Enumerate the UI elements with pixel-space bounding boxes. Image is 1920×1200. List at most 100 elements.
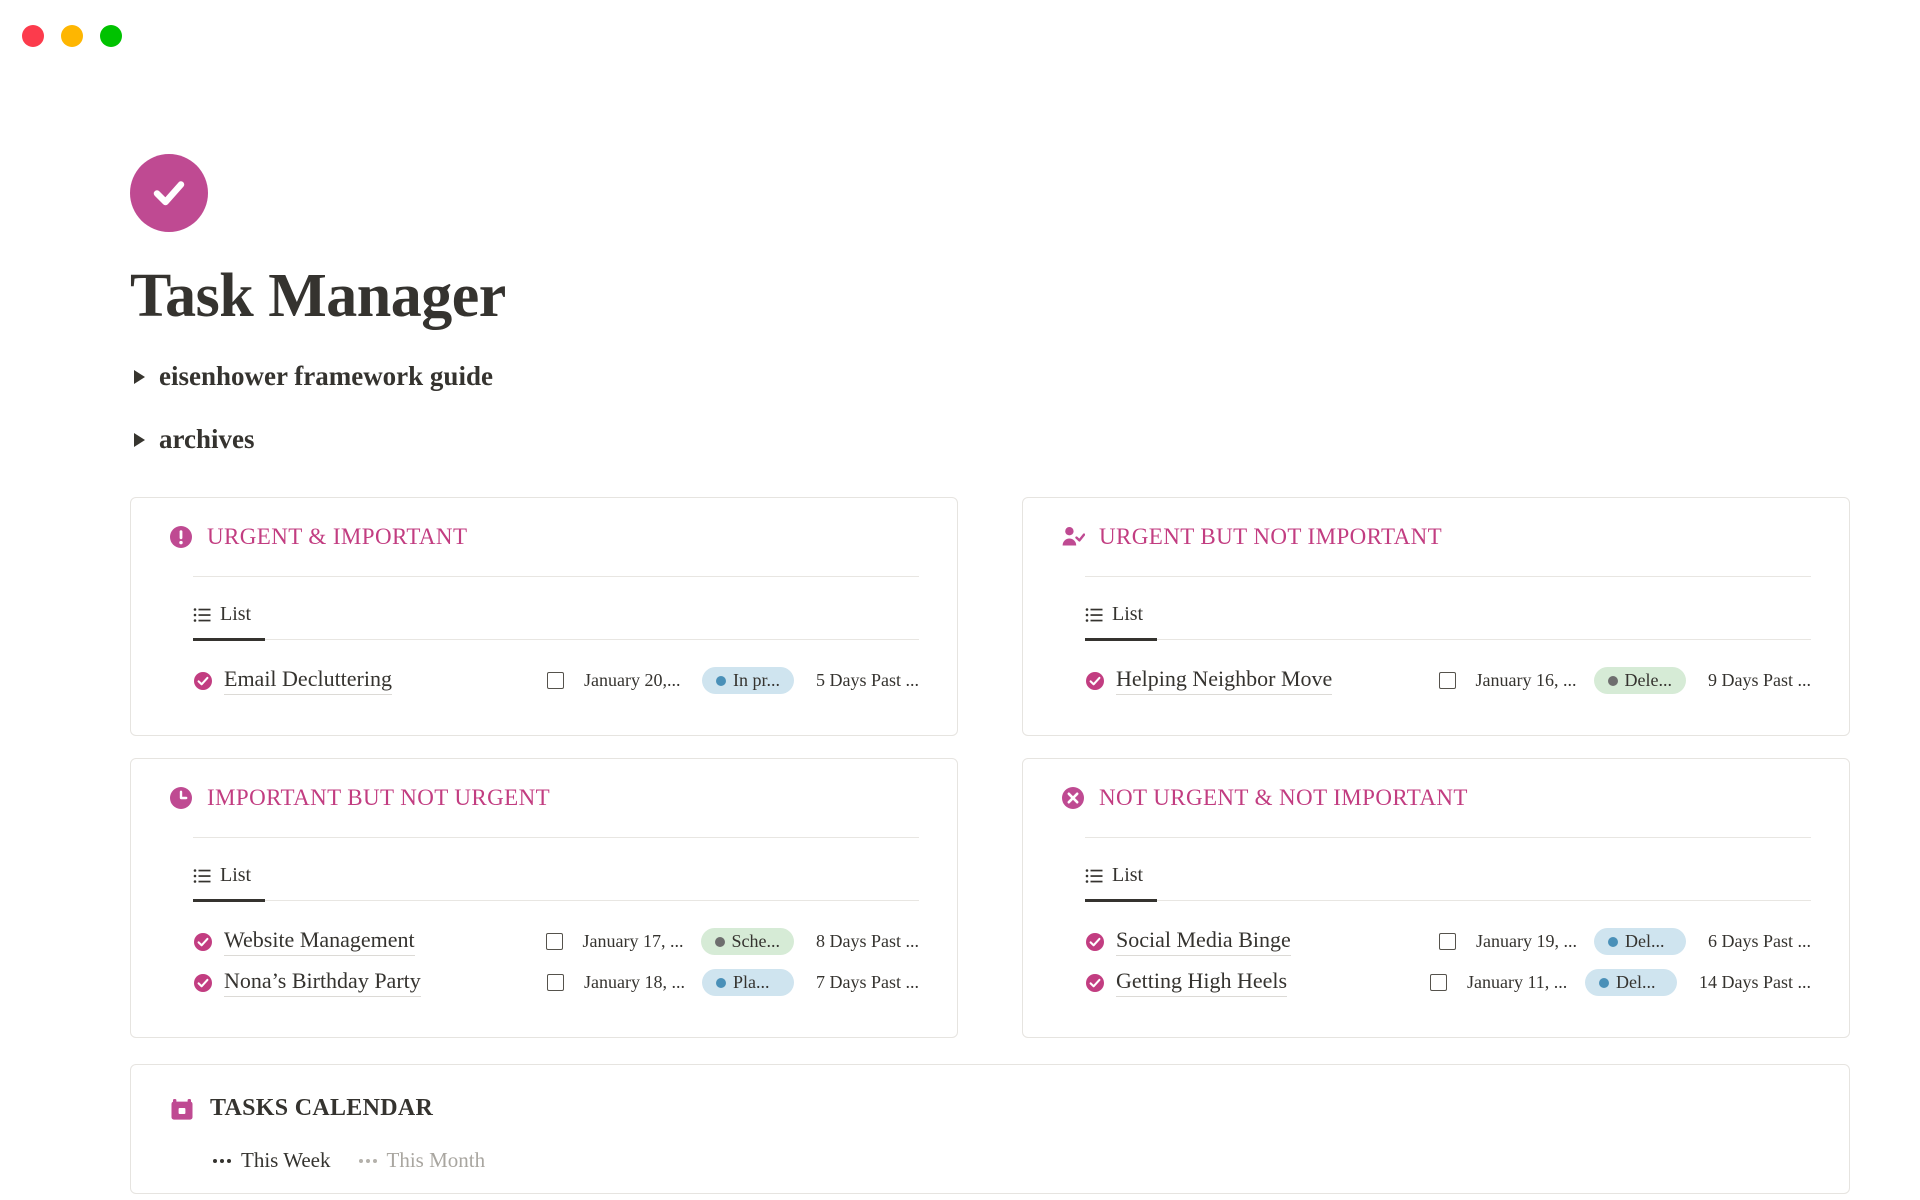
toggle-eisenhower-framework-guide[interactable]: eisenhower framework guide xyxy=(130,361,1850,392)
task-status-badge[interactable]: Del... xyxy=(1585,969,1677,997)
task-status-badge[interactable]: Sche... xyxy=(700,928,794,956)
task-list: Social Media Binge January 19, ... Del..… xyxy=(1085,921,1811,1003)
task-status-label: In pr... xyxy=(733,670,780,691)
toggle-label: eisenhower framework guide xyxy=(159,361,493,392)
tab-underline xyxy=(1085,899,1811,903)
task-checkbox[interactable] xyxy=(545,933,563,951)
task-date[interactable]: January 11, ... xyxy=(1467,972,1568,993)
calendar-tab-this-month[interactable]: This Month xyxy=(358,1148,485,1173)
clock-circle-icon xyxy=(169,786,193,810)
tab-label: List xyxy=(1112,603,1144,626)
task-done-icon[interactable] xyxy=(193,932,213,952)
calendar-tab-this-week[interactable]: This Week xyxy=(213,1148,331,1173)
task-title[interactable]: Getting High Heels xyxy=(1116,968,1288,998)
quadrant-card-urgent-important: URGENT & IMPORTANT List xyxy=(130,497,958,737)
task-checkbox[interactable] xyxy=(1430,974,1447,992)
task-row[interactable]: Email Decluttering January 20,... In pr.… xyxy=(193,660,919,701)
status-dot-icon xyxy=(1599,977,1609,988)
exclamation-circle-icon xyxy=(169,525,193,549)
quadrant-header: URGENT BUT NOT IMPORTANT xyxy=(1061,524,1811,550)
list-icon xyxy=(193,606,211,624)
quadrant-card-urgent-not-important: URGENT BUT NOT IMPORTANT List xyxy=(1022,497,1850,737)
task-meta: January 20,... In pr... 5 Days Past ... xyxy=(547,667,919,695)
calendar-icon xyxy=(169,1096,195,1122)
task-done-icon[interactable] xyxy=(1085,932,1105,952)
task-title[interactable]: Social Media Binge xyxy=(1116,927,1291,957)
task-date[interactable]: January 19, ... xyxy=(1476,931,1577,952)
person-check-icon xyxy=(1061,525,1086,549)
task-meta: January 17, ... Sche... 8 Days Past ... xyxy=(545,928,919,956)
tab-list[interactable]: List xyxy=(1085,603,1143,639)
window-close-button[interactable] xyxy=(22,25,44,47)
task-row[interactable]: Nona’s Birthday Party January 18, ... Pl… xyxy=(193,962,919,1003)
window-maximize-button[interactable] xyxy=(100,25,122,47)
task-checkbox[interactable] xyxy=(547,672,564,690)
quadrant-title: NOT URGENT & NOT IMPORTANT xyxy=(1099,785,1468,811)
list-icon xyxy=(1085,867,1103,885)
tab-list[interactable]: List xyxy=(193,864,251,900)
status-dot-icon xyxy=(716,977,726,988)
status-dot-icon xyxy=(1608,936,1618,947)
task-meta: January 16, ... Dele... 9 Days Past ... xyxy=(1438,667,1811,695)
task-date[interactable]: January 16, ... xyxy=(1475,670,1577,691)
task-title[interactable]: Email Decluttering xyxy=(224,666,392,696)
view-tabs: List xyxy=(193,864,919,903)
tab-underline xyxy=(193,638,919,642)
tab-list[interactable]: List xyxy=(1085,864,1143,900)
triangle-right-icon[interactable] xyxy=(134,369,145,384)
calendar-header: TASKS CALENDAR xyxy=(169,1095,1811,1122)
page-content: Task Manager eisenhower framework guide … xyxy=(0,154,1920,1195)
task-status-label: Pla... xyxy=(733,972,770,993)
task-row[interactable]: Website Management January 17, ... Sche.… xyxy=(193,921,919,962)
divider xyxy=(193,576,919,578)
triangle-right-icon[interactable] xyxy=(134,432,145,447)
task-status-badge[interactable]: Pla... xyxy=(702,969,794,997)
task-row[interactable]: Helping Neighbor Move January 16, ... De… xyxy=(1085,660,1811,701)
task-row[interactable]: Getting High Heels January 11, ... Del..… xyxy=(1085,962,1811,1003)
list-icon xyxy=(1085,606,1103,624)
task-row[interactable]: Social Media Binge January 19, ... Del..… xyxy=(1085,921,1811,962)
task-meta: January 11, ... Del... 14 Days Past ... xyxy=(1430,969,1811,997)
task-status-badge[interactable]: In pr... xyxy=(702,667,794,695)
task-checkbox[interactable] xyxy=(1439,933,1456,951)
task-meta: January 19, ... Del... 6 Days Past ... xyxy=(1439,928,1811,956)
view-tabs: List xyxy=(1085,864,1811,903)
task-date[interactable]: January 17, ... xyxy=(582,931,684,952)
tab-list[interactable]: List xyxy=(193,603,251,639)
task-done-icon[interactable] xyxy=(1085,671,1105,691)
task-title[interactable]: Nona’s Birthday Party xyxy=(224,968,421,998)
task-date[interactable]: January 18, ... xyxy=(584,972,685,993)
task-status-label: Del... xyxy=(1616,972,1656,993)
quadrant-title: URGENT & IMPORTANT xyxy=(207,524,468,550)
divider xyxy=(193,837,919,839)
task-checkbox[interactable] xyxy=(1438,672,1456,690)
tab-underline xyxy=(193,899,919,903)
window-minimize-button[interactable] xyxy=(61,25,83,47)
tasks-calendar-card: TASKS CALENDAR This Week This Month xyxy=(130,1064,1850,1195)
task-status-label: Del... xyxy=(1625,931,1665,952)
task-status-badge[interactable]: Del... xyxy=(1594,928,1686,956)
view-tabs: List xyxy=(1085,603,1811,642)
ellipsis-icon xyxy=(358,1158,377,1163)
task-done-icon[interactable] xyxy=(193,671,213,691)
task-checkbox[interactable] xyxy=(547,974,564,992)
task-status-label: Sche... xyxy=(731,931,781,952)
task-title[interactable]: Helping Neighbor Move xyxy=(1116,666,1333,696)
quadrant-header: NOT URGENT & NOT IMPORTANT xyxy=(1061,785,1811,811)
view-tabs: List xyxy=(193,603,919,642)
task-done-icon[interactable] xyxy=(193,973,213,993)
quadrant-title: URGENT BUT NOT IMPORTANT xyxy=(1099,524,1443,550)
task-date[interactable]: January 20,... xyxy=(584,670,681,691)
toggle-archives[interactable]: archives xyxy=(130,424,1850,455)
task-title[interactable]: Website Management xyxy=(224,927,415,957)
task-list: Email Decluttering January 20,... In pr.… xyxy=(193,660,919,701)
task-aging: 6 Days Past ... xyxy=(1708,931,1811,952)
task-done-icon[interactable] xyxy=(1085,973,1105,993)
divider xyxy=(1085,576,1811,578)
tab-label: List xyxy=(220,864,252,887)
ellipsis-icon xyxy=(213,1158,231,1163)
task-status-badge[interactable]: Dele... xyxy=(1593,667,1686,695)
list-icon xyxy=(193,867,211,885)
tab-label: List xyxy=(220,603,252,626)
task-status-label: Dele... xyxy=(1624,670,1672,691)
